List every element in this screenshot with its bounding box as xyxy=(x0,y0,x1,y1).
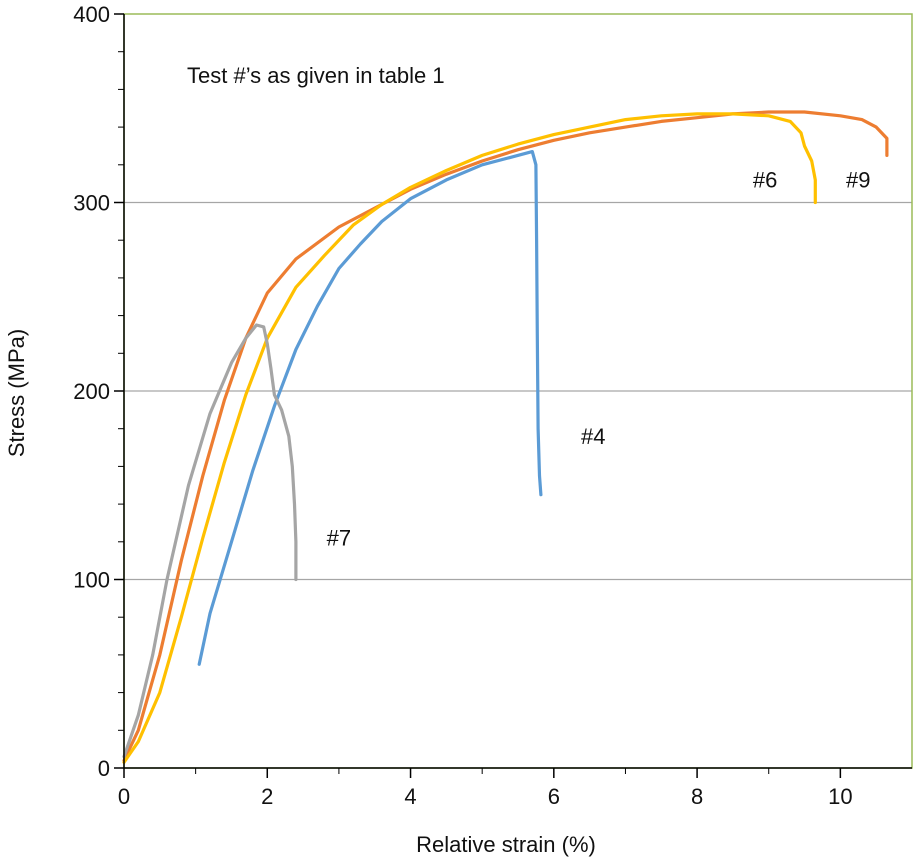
x-tick-label: 0 xyxy=(118,784,130,809)
y-tick-label: 100 xyxy=(73,568,110,593)
x-tick-label: 10 xyxy=(828,784,852,809)
series-line-test-7 xyxy=(122,323,298,759)
y-tick-label: 400 xyxy=(73,2,110,27)
series-label-test-6: #6 xyxy=(753,167,777,192)
series-label-test-9: #9 xyxy=(846,167,870,192)
x-tick-label: 4 xyxy=(404,784,416,809)
x-tick-label: 2 xyxy=(261,784,273,809)
y-tick-label: 0 xyxy=(98,756,110,781)
x-axis-title: Relative strain (%) xyxy=(416,832,596,857)
series-line-test-4 xyxy=(197,150,543,666)
y-axis-title: Stress (MPa) xyxy=(4,329,29,457)
y-tick-label: 200 xyxy=(73,379,110,404)
series-label-test-4: #4 xyxy=(581,424,605,449)
y-tick-label: 300 xyxy=(73,191,110,216)
series-line-test-9 xyxy=(122,110,889,763)
series-lines xyxy=(122,110,889,764)
series-label-test-7: #7 xyxy=(327,526,351,551)
chart-annotation: Test #’s as given in table 1 xyxy=(187,63,445,88)
x-tick-label: 8 xyxy=(691,784,703,809)
x-tick-label: 6 xyxy=(548,784,560,809)
series-line-test-6 xyxy=(122,112,817,764)
axis-ticks: 0 100 200 300 400 0 2 4 6 8 10 xyxy=(73,2,852,809)
series-labels: #4 #6 #7 #9 xyxy=(327,167,871,550)
grid-lines xyxy=(124,201,912,581)
